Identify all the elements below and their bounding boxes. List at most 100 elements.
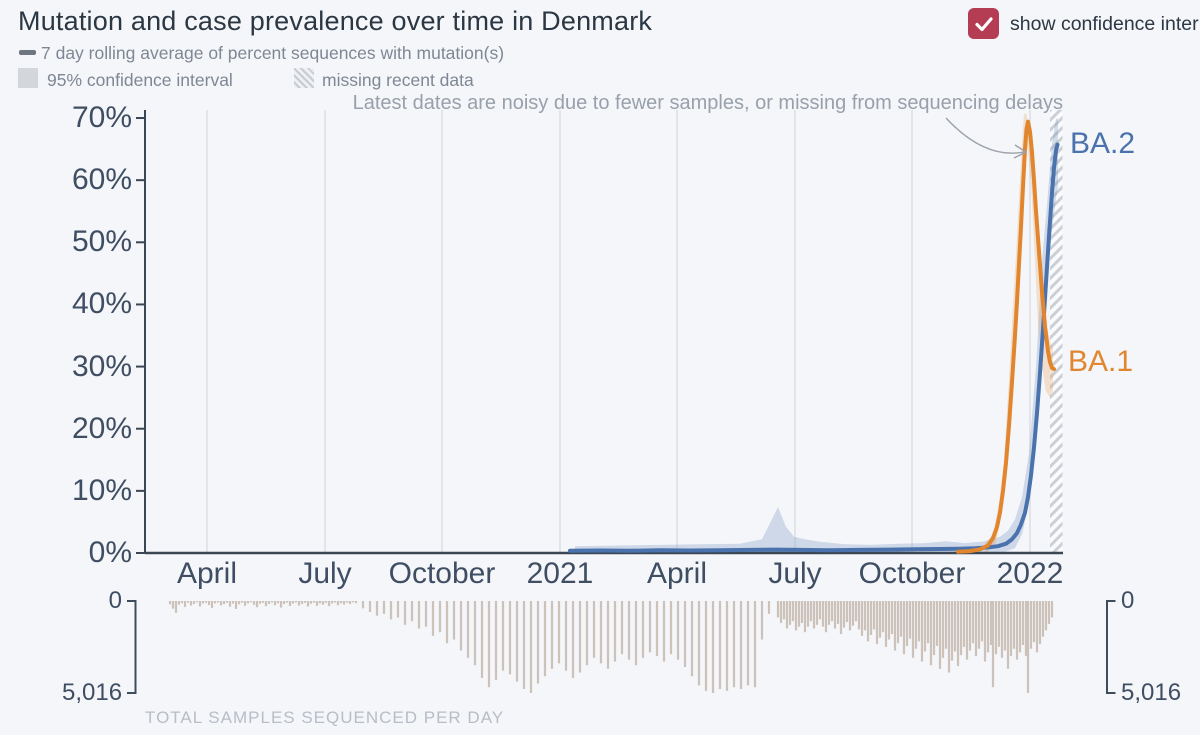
samples-bar	[815, 601, 819, 625]
samples-bar	[1006, 601, 1010, 669]
arrow-head	[1013, 144, 1028, 159]
samples-axis-brackets	[127, 600, 1116, 694]
samples-bar	[459, 601, 463, 651]
samples-bar	[821, 601, 825, 627]
samples-bar	[557, 601, 561, 664]
samples-bar	[634, 601, 638, 666]
samples-bar	[515, 601, 519, 682]
samples-bar	[195, 601, 199, 603]
samples-bar	[336, 601, 340, 606]
samples-bar	[968, 601, 972, 651]
samples-bar	[881, 601, 885, 633]
samples-bar	[261, 601, 265, 603]
samples-bar	[1018, 601, 1022, 653]
samples-bar	[983, 601, 987, 662]
samples-bar	[725, 601, 729, 691]
missing-data-band	[1050, 110, 1063, 553]
samples-bar	[396, 601, 400, 618]
samples-bar	[809, 601, 813, 622]
samples-bar	[893, 601, 897, 651]
samples-bar	[812, 601, 816, 629]
samples-bar	[842, 601, 846, 628]
samples-bar	[1009, 601, 1013, 657]
samples-bar	[578, 601, 582, 673]
samples-bar	[543, 601, 547, 677]
samples-bar	[297, 601, 301, 606]
samples-bar	[908, 601, 912, 639]
samples-bar	[592, 601, 596, 658]
rolling-average-legend-label: 7 day rolling average of percent sequenc…	[41, 43, 505, 63]
samples-bar	[550, 601, 554, 669]
samples-bar	[258, 601, 262, 604]
samples-bar	[189, 601, 193, 606]
samples-bar	[228, 601, 232, 607]
samples-bar	[669, 601, 673, 655]
samples-bar	[920, 601, 924, 662]
confidence-interval-checkbox[interactable]	[968, 8, 999, 39]
samples-bar	[848, 601, 852, 631]
samples-bar	[1024, 601, 1028, 657]
samples-bar	[824, 601, 828, 633]
samples-bar	[785, 601, 789, 629]
samples-bar	[403, 601, 407, 625]
samples-bar	[252, 601, 256, 605]
samples-bar	[902, 601, 906, 655]
x-tick-label: October	[388, 557, 496, 590]
samples-bar	[767, 601, 771, 614]
samples-bar	[210, 601, 214, 608]
samples-bar	[836, 601, 840, 624]
x-tick-label: July	[298, 557, 352, 590]
samples-bar	[911, 601, 915, 658]
samples-bar	[361, 601, 365, 609]
page-title: Mutation and case prevalence over time i…	[18, 6, 653, 36]
x-tick-label: 2022	[996, 557, 1064, 590]
samples-bar	[962, 601, 966, 647]
samples-bar	[234, 601, 238, 609]
samples-bar	[473, 601, 477, 666]
samples-bar	[225, 601, 229, 603]
samples-bar	[956, 601, 960, 667]
samples-bar	[890, 601, 894, 635]
samples-bar	[529, 601, 533, 693]
samples-bar	[327, 601, 331, 607]
samples-bar	[655, 601, 659, 657]
samples-bar	[466, 601, 470, 658]
samples-bar	[1012, 601, 1016, 649]
samples-bar	[300, 601, 304, 604]
x-tick-label: 2021	[526, 557, 594, 590]
samples-bar	[207, 601, 211, 606]
ba1-label: BA.1	[1068, 345, 1134, 378]
samples-bar	[571, 601, 575, 679]
samples-bar	[739, 601, 743, 690]
samples-bar	[929, 601, 933, 666]
samples-bar	[947, 601, 951, 673]
samples-bar	[501, 601, 505, 671]
ba2-label: BA.2	[1070, 127, 1136, 160]
samples-bar	[246, 601, 250, 604]
samples-bar	[267, 601, 271, 604]
samples-bar	[806, 601, 810, 627]
samples-bar	[306, 601, 310, 607]
samples-bar	[782, 601, 786, 620]
samples-bar	[800, 601, 804, 624]
samples-bar	[830, 601, 834, 622]
samples-bars	[168, 601, 1054, 693]
missing-band	[1050, 110, 1063, 553]
samples-bar	[213, 601, 217, 604]
samples-bar	[243, 601, 247, 606]
ba2-line	[568, 142, 1060, 553]
samples-bar	[854, 601, 858, 622]
samples-bar	[899, 601, 903, 637]
samples-bar	[318, 601, 322, 604]
samples-bar	[648, 601, 652, 653]
samples-bar	[884, 601, 888, 647]
main-axes	[136, 110, 1063, 555]
samples-bar	[186, 601, 190, 603]
samples-bar	[917, 601, 921, 642]
samples-bar	[994, 601, 998, 655]
samples-bar	[445, 601, 449, 644]
samples-bar	[753, 601, 757, 688]
samples-left-max-label: 5,016	[62, 679, 123, 706]
samples-bar	[941, 601, 945, 658]
